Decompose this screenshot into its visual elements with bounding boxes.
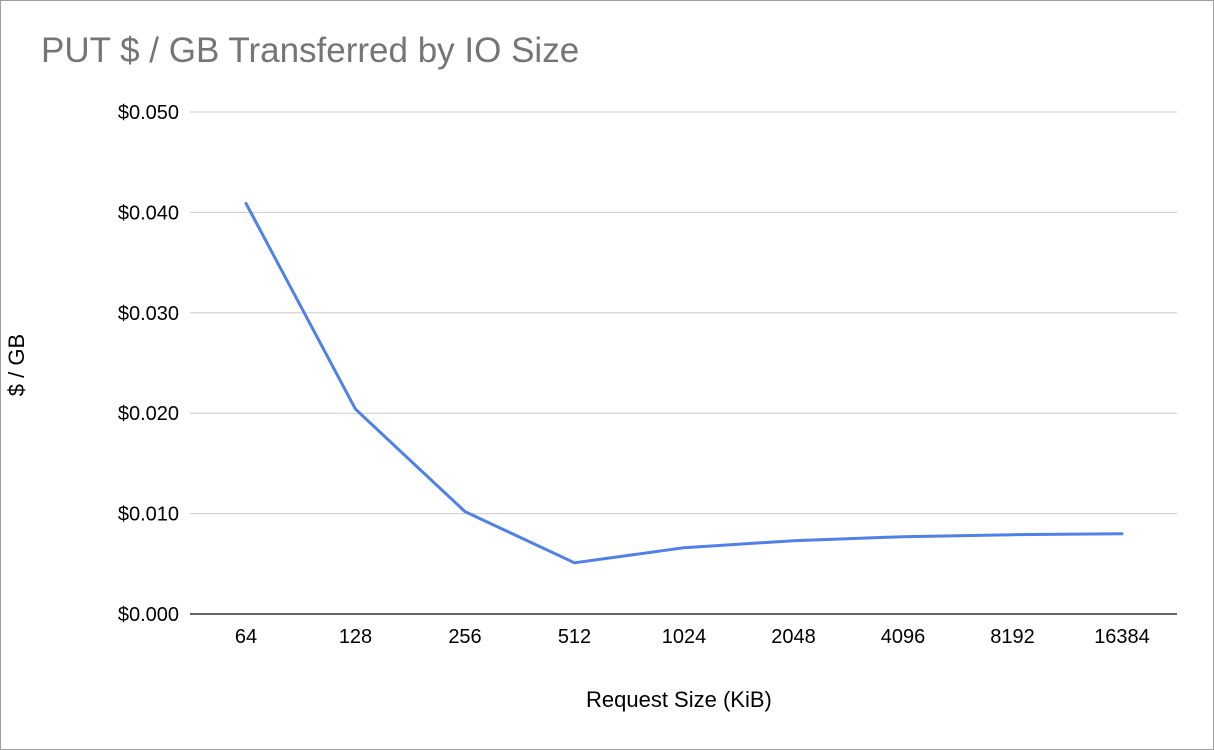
x-tick-label: 128 — [339, 626, 372, 648]
y-tick-label: $0.040 — [118, 202, 179, 224]
x-tick-label: 16384 — [1094, 626, 1150, 648]
y-tick-label: $0.010 — [118, 504, 179, 526]
series-line — [244, 201, 1124, 565]
x-tick-label: 512 — [558, 626, 591, 648]
x-tick-label: 4096 — [881, 626, 926, 648]
x-axis-title: Request Size (KiB) — [586, 687, 772, 712]
y-tick-label: $0.020 — [118, 403, 179, 425]
y-tick-label: $0.050 — [118, 102, 179, 124]
x-tick-label: 1024 — [662, 626, 707, 648]
x-tick-label: 64 — [235, 626, 257, 648]
x-tick-label: 8192 — [990, 626, 1035, 648]
y-tick-label: $0.030 — [118, 303, 179, 325]
y-tick-label: $0.000 — [118, 604, 179, 626]
x-tick-label: 256 — [448, 626, 481, 648]
x-tick-label: 2048 — [771, 626, 816, 648]
chart-title: PUT $ / GB Transferred by IO Size — [41, 31, 580, 70]
